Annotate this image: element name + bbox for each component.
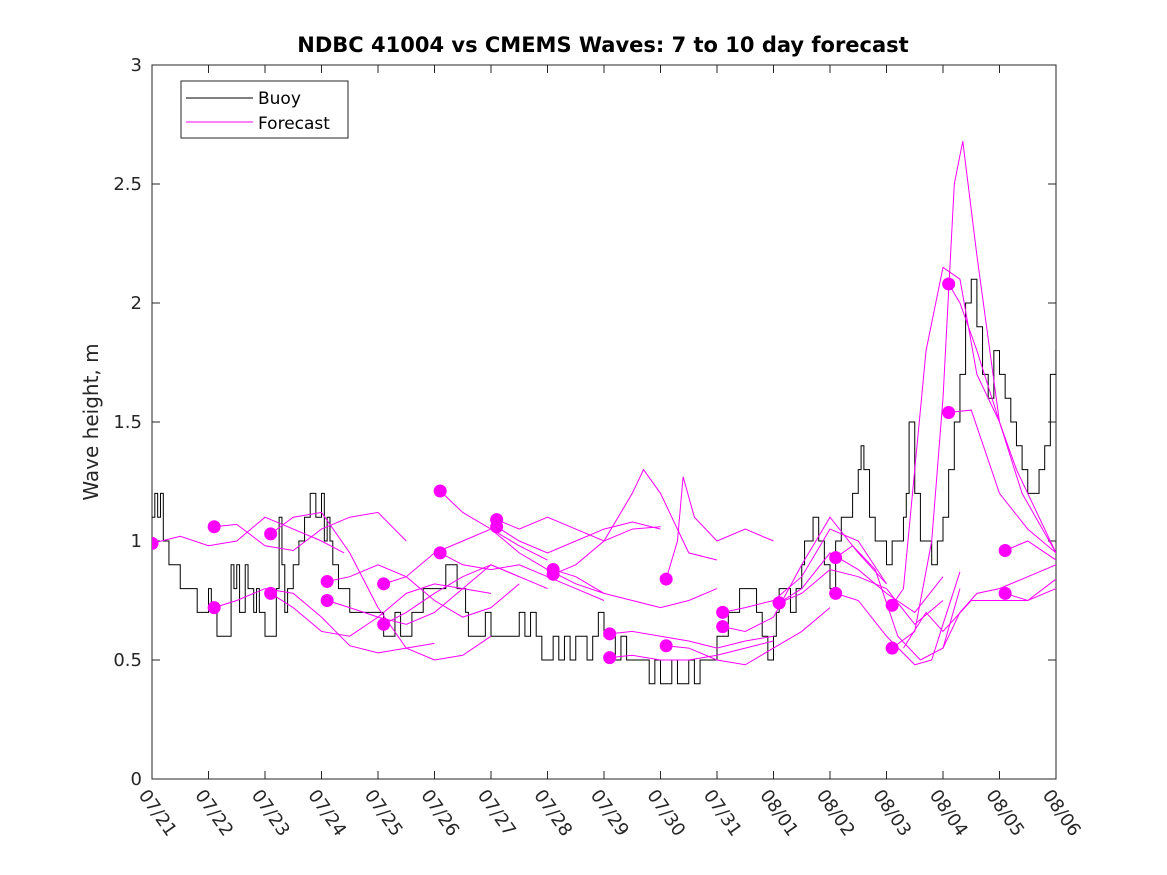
buoy-series-line — [152, 278, 1056, 685]
forecast-series-line — [439, 490, 605, 594]
forecast-series-line — [942, 564, 1056, 649]
series-layer — [152, 141, 1056, 685]
forecast-series-line — [948, 409, 1056, 554]
y-tick-label: 3 — [131, 55, 142, 76]
forecast-series-line — [270, 511, 492, 661]
forecast-start-marker — [377, 617, 391, 631]
forecast-start-marker — [377, 577, 391, 591]
y-tick-label: 2.5 — [113, 174, 142, 195]
forecast-series-line — [609, 640, 774, 661]
forecast-start-marker — [264, 527, 278, 541]
forecast-start-marker — [320, 574, 334, 588]
forecast-start-marker — [716, 620, 730, 634]
forecast-series-line — [722, 516, 887, 632]
y-tick-label: 1.5 — [113, 412, 142, 433]
forecast-start-marker — [716, 605, 730, 619]
forecast-series-line — [214, 511, 407, 552]
forecast-series-line — [948, 283, 1056, 554]
forecast-series-line — [891, 266, 1000, 606]
forecast-series-line — [609, 630, 774, 649]
forecast-start-marker — [546, 567, 560, 581]
forecast-series-line — [327, 564, 520, 618]
forecast-series-line — [891, 141, 1056, 649]
forecast-series-line — [778, 569, 944, 626]
chart-title: NDBC 41004 vs CMEMS Waves: 7 to 10 day f… — [297, 33, 908, 57]
forecast-series-line — [383, 528, 548, 585]
forecast-start-marker — [885, 598, 899, 612]
forecast-start-marker — [829, 586, 843, 600]
forecast-start-marker — [659, 572, 673, 586]
y-tick-label: 0.5 — [113, 650, 142, 671]
forecast-start-marker — [659, 639, 673, 653]
forecast-start-marker — [998, 586, 1012, 600]
forecast-series-line — [1004, 540, 1056, 561]
forecast-start-marker — [772, 596, 786, 610]
y-tick-label: 1 — [131, 531, 142, 552]
forecast-series-line — [778, 552, 944, 614]
forecast-series-line — [496, 516, 661, 542]
y-axis-label: Wave height, m — [79, 343, 103, 500]
forecast-series-line — [213, 588, 435, 654]
forecast-series-line — [665, 476, 774, 580]
y-tick-label: 0 — [131, 769, 142, 790]
legend: Buoy Forecast — [180, 80, 349, 139]
y-axis: 0 0.5 1 1.5 2 2.5 3 — [113, 55, 1056, 790]
forecast-start-marker — [433, 546, 447, 560]
forecast-series-line — [552, 468, 718, 575]
forecast-start-marker — [885, 641, 899, 655]
plot-area — [151, 64, 1057, 780]
forecast-start-marker — [207, 520, 221, 534]
forecast-series-line — [552, 569, 718, 609]
forecast-series-line — [152, 516, 345, 554]
forecast-start-marker — [829, 551, 843, 565]
forecast-start-marker — [942, 277, 956, 291]
forecast-start-marker — [603, 627, 617, 641]
forecast-start-marker — [264, 586, 278, 600]
legend-buoy-label: Buoy — [258, 89, 301, 109]
forecast-start-marker — [603, 651, 617, 665]
forecast-start-marker — [942, 405, 956, 419]
forecast-start-marker — [320, 594, 334, 607]
forecast-start-marker — [490, 520, 504, 534]
forecast-series-line — [383, 564, 548, 625]
forecast-series-line — [496, 521, 661, 554]
forecast-start-marker — [152, 536, 159, 550]
forecast-start-marker — [998, 544, 1012, 558]
forecast-series-line — [439, 552, 605, 601]
forecast-start-marker — [433, 484, 447, 498]
forecast-start-marker — [207, 601, 221, 615]
legend-forecast-label: Forecast — [258, 114, 330, 134]
y-tick-label: 2 — [131, 293, 142, 314]
forecast-series-line — [835, 571, 961, 666]
forecast-series-line — [666, 607, 831, 666]
legend-box — [180, 80, 349, 139]
forecast-series-line — [903, 578, 1056, 649]
forecast-series-line — [722, 528, 887, 613]
